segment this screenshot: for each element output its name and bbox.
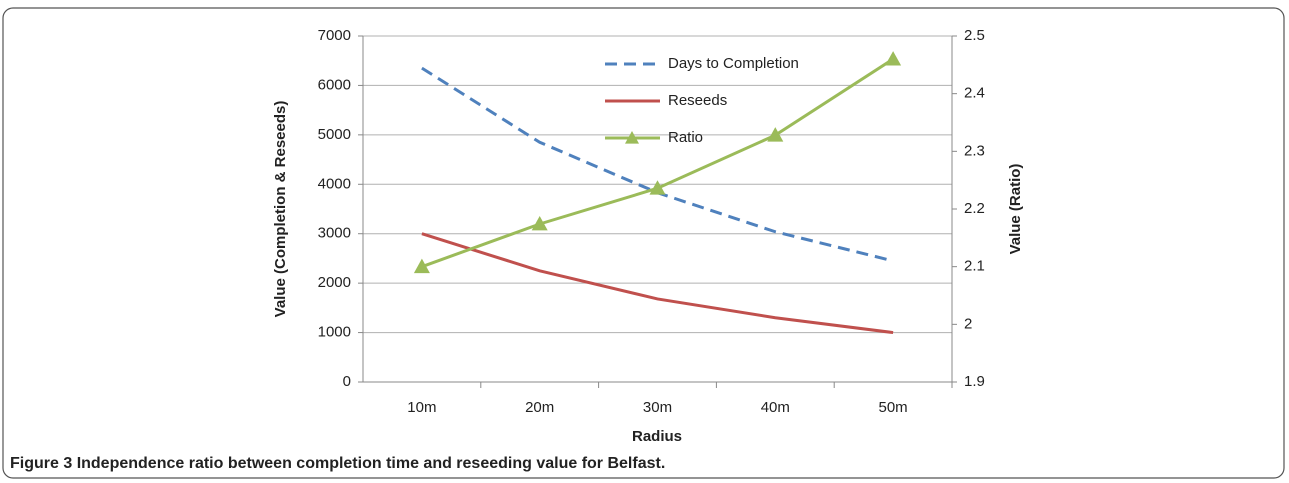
caption: Figure 3 Independence ratio between comp… bbox=[10, 455, 665, 472]
y2-tick-label: 1.9 bbox=[964, 373, 985, 390]
series-marker bbox=[767, 127, 784, 142]
series-line bbox=[421, 57, 894, 269]
series-marker bbox=[413, 258, 430, 274]
y2-tick-label: 2.2 bbox=[964, 200, 985, 217]
y-axis-label: Value (Completion & Reseeds) bbox=[272, 101, 289, 318]
x-tick-label: 30m bbox=[643, 399, 672, 416]
frame bbox=[2, 7, 1285, 479]
legend-label: Reseeds bbox=[668, 92, 727, 109]
y2-tick-label: 2.5 bbox=[964, 27, 985, 44]
y2-tick-label: 2.3 bbox=[964, 142, 985, 159]
x-tick-label: 20m bbox=[525, 399, 554, 416]
series-marker bbox=[885, 51, 902, 66]
caption-label: Figure 3 bbox=[10, 455, 72, 472]
series-marker bbox=[531, 215, 548, 231]
x-tick-label: 10m bbox=[407, 399, 436, 416]
y2-tick-label: 2 bbox=[964, 315, 972, 332]
x-axis-label: Radius bbox=[632, 428, 682, 445]
y-tick-label: 6000 bbox=[318, 76, 351, 93]
x-tick-label: 40m bbox=[761, 399, 790, 416]
y-tick-label: 5000 bbox=[318, 126, 351, 143]
legend-label: Days to Completion bbox=[668, 55, 799, 72]
y2-axis-label: Value (Ratio) bbox=[1007, 164, 1024, 255]
y-tick-label: 4000 bbox=[318, 175, 351, 192]
series-line bbox=[421, 66, 894, 263]
y-tick-label: 1000 bbox=[318, 324, 351, 341]
series-marker bbox=[649, 180, 666, 195]
x-tick-label: 50m bbox=[879, 399, 908, 416]
y2-tick-label: 2.4 bbox=[964, 85, 985, 102]
y2-tick-label: 2.1 bbox=[964, 258, 985, 275]
caption-text: Independence ratio between completion ti… bbox=[77, 455, 666, 472]
y-tick-label: 7000 bbox=[318, 27, 351, 44]
legend-marker bbox=[625, 131, 639, 144]
legend-label: Ratio bbox=[668, 129, 703, 146]
y-tick-label: 0 bbox=[343, 373, 351, 390]
series-line bbox=[421, 232, 894, 335]
y-tick-label: 3000 bbox=[318, 225, 351, 242]
y-tick-label: 2000 bbox=[318, 274, 351, 291]
